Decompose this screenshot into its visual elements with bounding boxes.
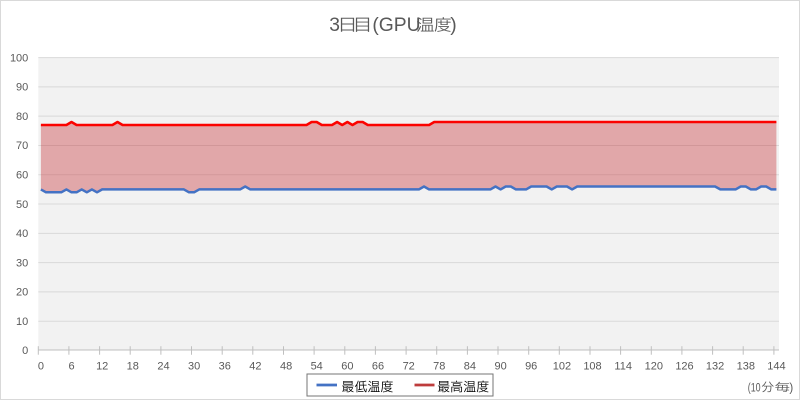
- svg-text:12: 12: [96, 360, 108, 372]
- svg-text:144: 144: [767, 360, 785, 372]
- svg-text:20: 20: [16, 287, 28, 299]
- svg-text:72: 72: [403, 360, 415, 372]
- svg-text:66: 66: [372, 360, 384, 372]
- svg-text:30: 30: [16, 257, 28, 269]
- svg-text:(10: (10: [748, 383, 761, 395]
- svg-text:96: 96: [525, 360, 537, 372]
- svg-text:30: 30: [188, 360, 200, 372]
- svg-text:18: 18: [127, 360, 139, 372]
- svg-text:40: 40: [16, 228, 28, 240]
- svg-text:102: 102: [553, 360, 571, 372]
- svg-text:60: 60: [16, 170, 28, 182]
- svg-text:132: 132: [706, 360, 724, 372]
- svg-text:48: 48: [280, 360, 292, 372]
- svg-text:24: 24: [157, 360, 169, 372]
- svg-text:3: 3: [329, 15, 340, 36]
- svg-text:10: 10: [16, 316, 28, 328]
- svg-text:78: 78: [433, 360, 445, 372]
- svg-text:0: 0: [38, 360, 44, 372]
- svg-text:): ): [789, 383, 793, 395]
- svg-text:84: 84: [464, 360, 476, 372]
- svg-text:(GPU: (GPU: [372, 15, 420, 36]
- svg-text:): ): [450, 15, 456, 36]
- svg-text:6: 6: [68, 360, 74, 372]
- svg-text:126: 126: [675, 360, 693, 372]
- svg-text:50: 50: [16, 199, 28, 211]
- svg-text:114: 114: [614, 360, 632, 372]
- svg-text:60: 60: [341, 360, 353, 372]
- svg-text:70: 70: [16, 140, 28, 152]
- svg-text:120: 120: [645, 360, 663, 372]
- svg-text:100: 100: [10, 52, 28, 64]
- svg-text:80: 80: [16, 111, 28, 123]
- svg-text:108: 108: [583, 360, 601, 372]
- svg-text:138: 138: [737, 360, 755, 372]
- svg-text:90: 90: [494, 360, 506, 372]
- svg-text:54: 54: [311, 360, 323, 372]
- svg-text:90: 90: [16, 82, 28, 94]
- svg-text:0: 0: [22, 345, 28, 357]
- svg-text:36: 36: [219, 360, 231, 372]
- svg-text:42: 42: [249, 360, 261, 372]
